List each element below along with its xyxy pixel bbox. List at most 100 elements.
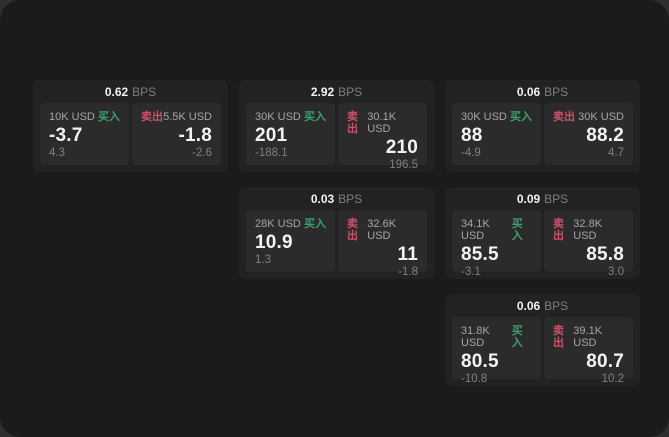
bps-header: 2.92 BPS (239, 80, 434, 103)
bps-value: 0.06 (516, 298, 541, 313)
sell-price: 11 (397, 244, 418, 265)
bps-value: 0.09 (516, 191, 541, 206)
panel-top-row: 卖出 32.6K USD (347, 218, 418, 242)
bps-value: 0.03 (310, 191, 335, 206)
bps-header: 0.03 BPS (239, 187, 434, 210)
buy-side-label: 买入 (511, 218, 523, 242)
sell-change: 3.0 (608, 266, 624, 278)
panel-top-row: 31.8K USD 买入 (461, 325, 532, 349)
sell-change: 4.7 (608, 147, 624, 159)
sell-panel[interactable]: 卖出 30K USD 88.2 4.7 (544, 103, 633, 165)
bps-unit-label: BPS (132, 84, 157, 99)
card-body: 28K USD 买入 10.9 1.3 卖出 32.6K USD 11 -1.8 (239, 210, 434, 278)
card-body: 30K USD 买入 201 -188.1 卖出 30.1K USD 210 1… (239, 103, 434, 171)
sell-price: -1.8 (178, 125, 212, 146)
sell-side-label: 卖出 (347, 111, 358, 135)
sell-price: 210 (385, 137, 418, 158)
buy-panel[interactable]: 34.1K USD 买入 85.5 -3.1 (452, 210, 541, 278)
bps-header: 0.62 BPS (33, 80, 228, 103)
bps-unit-label: BPS (338, 84, 363, 99)
sell-panel[interactable]: 卖出 30.1K USD 210 196.5 (338, 103, 427, 171)
panel-top-row: 卖出 39.1K USD (553, 325, 624, 349)
sell-side-label: 卖出 (553, 111, 575, 123)
buy-change: -188.1 (255, 147, 288, 159)
buy-price: -3.7 (49, 125, 83, 146)
sell-amount-label: 30.1K USD (367, 111, 397, 135)
bps-unit-label: BPS (338, 191, 363, 206)
buy-change: 4.3 (49, 147, 65, 159)
quote-card-3: 0.06 BPS 30K USD 买入 88 -4.9 卖出 30K USD 8… (445, 80, 640, 172)
bps-unit-label: BPS (544, 298, 569, 313)
buy-change: -4.9 (461, 147, 481, 159)
sell-panel[interactable]: 卖出 32.8K USD 85.8 3.0 (544, 210, 633, 278)
panel-top-row: 30K USD 买入 (255, 111, 326, 123)
bps-value: 2.92 (310, 84, 335, 99)
sell-change: -1.8 (398, 266, 418, 278)
buy-side-label: 买入 (510, 111, 532, 123)
sell-price: 80.7 (586, 351, 624, 372)
sell-amount-label: 5.5K USD (163, 111, 212, 123)
bps-unit-label: BPS (544, 191, 569, 206)
quote-card-1: 0.62 BPS 10K USD 买入 -3.7 4.3 卖出 5.5K USD… (33, 80, 228, 172)
bps-header: 0.06 BPS (445, 80, 640, 103)
buy-side-label: 买入 (511, 325, 523, 349)
panel-top-row: 卖出 30K USD (553, 111, 624, 123)
buy-change: 1.3 (255, 254, 271, 266)
bps-value: 0.06 (516, 84, 541, 99)
buy-amount-label: 30K USD (255, 111, 301, 123)
quote-card-2: 2.92 BPS 30K USD 买入 201 -188.1 卖出 30.1K … (239, 80, 434, 172)
sell-amount-label: 32.8K USD (573, 218, 603, 242)
sell-price: 85.8 (586, 244, 624, 265)
sell-panel[interactable]: 卖出 39.1K USD 80.7 10.2 (544, 317, 633, 385)
buy-price: 80.5 (461, 351, 499, 372)
buy-amount-label: 30K USD (461, 111, 507, 123)
buy-panel[interactable]: 30K USD 买入 88 -4.9 (452, 103, 541, 165)
panel-top-row: 28K USD 买入 (255, 218, 326, 230)
panel-top-row: 10K USD 买入 (49, 111, 120, 123)
sell-amount-label: 39.1K USD (573, 325, 603, 349)
buy-side-label: 买入 (304, 218, 326, 230)
buy-amount-label: 10K USD (49, 111, 95, 123)
sell-side-label: 卖出 (141, 111, 163, 123)
buy-amount-label: 28K USD (255, 218, 301, 230)
sell-amount-label: 30K USD (578, 111, 624, 123)
buy-change: -3.1 (461, 266, 481, 278)
card-body: 30K USD 买入 88 -4.9 卖出 30K USD 88.2 4.7 (445, 103, 640, 165)
sell-price: 88.2 (586, 125, 624, 146)
bps-header: 0.09 BPS (445, 187, 640, 210)
panel-top-row: 卖出 30.1K USD (347, 111, 418, 135)
panel-top-row: 卖出 32.8K USD (553, 218, 624, 242)
panel-top-row: 30K USD 买入 (461, 111, 532, 123)
buy-price: 201 (255, 125, 288, 146)
buy-change: -10.8 (461, 373, 488, 385)
buy-side-label: 买入 (98, 111, 120, 123)
quote-card-6: 0.06 BPS 31.8K USD 买入 80.5 -10.8 卖出 39.1… (445, 294, 640, 386)
buy-price: 10.9 (255, 232, 293, 253)
sell-amount-label: 32.6K USD (367, 218, 397, 242)
buy-price: 88 (461, 125, 483, 146)
buy-panel[interactable]: 28K USD 买入 10.9 1.3 (246, 210, 335, 272)
buy-price: 85.5 (461, 244, 499, 265)
sell-change: 10.2 (601, 373, 624, 385)
sell-change: 196.5 (389, 159, 418, 171)
bps-value: 0.62 (104, 84, 129, 99)
sell-side-label: 卖出 (553, 218, 564, 242)
buy-amount-label: 31.8K USD (461, 325, 490, 349)
bps-header: 0.06 BPS (445, 294, 640, 317)
quote-card-5: 0.09 BPS 34.1K USD 买入 85.5 -3.1 卖出 32.8K… (445, 187, 640, 279)
buy-panel[interactable]: 10K USD 买入 -3.7 4.3 (40, 103, 129, 165)
buy-amount-label: 34.1K USD (461, 218, 490, 242)
panel-top-row: 卖出 5.5K USD (141, 111, 212, 123)
bps-unit-label: BPS (544, 84, 569, 99)
card-body: 31.8K USD 买入 80.5 -10.8 卖出 39.1K USD 80.… (445, 317, 640, 385)
sell-panel[interactable]: 卖出 5.5K USD -1.8 -2.6 (132, 103, 221, 165)
sell-side-label: 卖出 (553, 325, 564, 349)
card-body: 34.1K USD 买入 85.5 -3.1 卖出 32.8K USD 85.8… (445, 210, 640, 278)
quote-card-4: 0.03 BPS 28K USD 买入 10.9 1.3 卖出 32.6K US… (239, 187, 434, 279)
sell-panel[interactable]: 卖出 32.6K USD 11 -1.8 (338, 210, 427, 278)
buy-panel[interactable]: 31.8K USD 买入 80.5 -10.8 (452, 317, 541, 385)
panel-top-row: 34.1K USD 买入 (461, 218, 532, 242)
buy-panel[interactable]: 30K USD 买入 201 -188.1 (246, 103, 335, 165)
buy-side-label: 买入 (304, 111, 326, 123)
